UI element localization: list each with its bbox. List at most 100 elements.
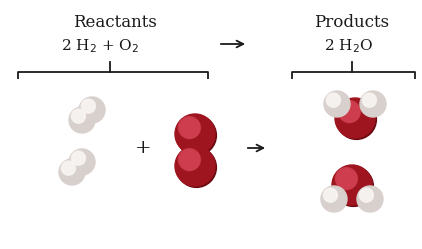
- Circle shape: [69, 149, 95, 175]
- Circle shape: [364, 192, 371, 200]
- Circle shape: [360, 189, 373, 202]
- Circle shape: [184, 123, 197, 135]
- Circle shape: [82, 99, 95, 113]
- Circle shape: [76, 114, 83, 121]
- Circle shape: [338, 101, 360, 123]
- Circle shape: [73, 152, 85, 164]
- Circle shape: [362, 93, 376, 107]
- Circle shape: [367, 97, 374, 105]
- Circle shape: [331, 97, 338, 105]
- Circle shape: [181, 152, 199, 169]
- Circle shape: [341, 173, 354, 187]
- Circle shape: [179, 149, 200, 170]
- Text: +: +: [135, 139, 151, 157]
- Circle shape: [331, 98, 338, 105]
- Circle shape: [62, 161, 75, 175]
- Circle shape: [181, 119, 199, 137]
- Circle shape: [186, 156, 196, 166]
- Circle shape: [184, 154, 197, 168]
- Circle shape: [345, 108, 357, 119]
- Circle shape: [184, 122, 197, 136]
- Circle shape: [176, 147, 216, 187]
- Circle shape: [84, 101, 94, 112]
- Circle shape: [360, 91, 386, 117]
- Circle shape: [74, 112, 84, 122]
- Circle shape: [181, 151, 199, 169]
- Circle shape: [75, 113, 84, 121]
- Circle shape: [83, 100, 95, 112]
- Circle shape: [183, 153, 198, 168]
- Circle shape: [82, 100, 95, 113]
- Circle shape: [327, 191, 335, 200]
- Circle shape: [362, 191, 371, 200]
- Circle shape: [73, 153, 84, 164]
- Circle shape: [74, 112, 84, 122]
- Circle shape: [76, 155, 83, 163]
- Circle shape: [327, 192, 335, 200]
- Circle shape: [180, 150, 200, 170]
- Circle shape: [325, 189, 337, 201]
- Circle shape: [66, 166, 73, 173]
- Circle shape: [85, 103, 93, 111]
- Circle shape: [85, 102, 94, 111]
- Circle shape: [73, 111, 85, 123]
- Circle shape: [72, 151, 85, 165]
- Circle shape: [338, 170, 356, 188]
- Circle shape: [323, 188, 338, 202]
- Circle shape: [362, 93, 376, 107]
- Circle shape: [335, 98, 375, 138]
- Circle shape: [72, 110, 85, 123]
- Circle shape: [359, 188, 373, 202]
- Circle shape: [327, 94, 340, 107]
- Circle shape: [330, 97, 338, 105]
- Circle shape: [64, 164, 74, 174]
- Circle shape: [327, 93, 340, 107]
- Circle shape: [363, 192, 371, 200]
- Circle shape: [343, 176, 353, 186]
- Circle shape: [61, 161, 76, 175]
- Circle shape: [326, 190, 336, 201]
- Text: 2 H$_2$ + O$_2$: 2 H$_2$ + O$_2$: [61, 37, 139, 55]
- Circle shape: [357, 186, 383, 212]
- Circle shape: [340, 172, 355, 187]
- Circle shape: [73, 111, 84, 122]
- Circle shape: [362, 190, 372, 201]
- Circle shape: [175, 146, 215, 186]
- Circle shape: [79, 97, 105, 123]
- Circle shape: [364, 95, 375, 106]
- Circle shape: [342, 175, 354, 186]
- Circle shape: [74, 153, 84, 164]
- Circle shape: [76, 156, 83, 162]
- Circle shape: [74, 154, 84, 164]
- Circle shape: [185, 124, 196, 135]
- Circle shape: [83, 101, 95, 112]
- Circle shape: [179, 149, 200, 171]
- Circle shape: [341, 174, 354, 186]
- Circle shape: [325, 190, 336, 201]
- Text: 2 H$_2$O: 2 H$_2$O: [324, 37, 373, 55]
- Circle shape: [344, 107, 357, 119]
- Circle shape: [339, 172, 355, 187]
- Circle shape: [72, 110, 85, 123]
- Circle shape: [365, 95, 375, 106]
- Circle shape: [361, 189, 373, 201]
- Circle shape: [59, 159, 85, 185]
- Circle shape: [344, 106, 357, 120]
- Circle shape: [364, 193, 371, 199]
- Circle shape: [366, 97, 374, 105]
- Circle shape: [324, 189, 337, 202]
- Circle shape: [321, 186, 347, 212]
- Text: Reactants: Reactants: [73, 14, 157, 31]
- Circle shape: [179, 117, 200, 139]
- Circle shape: [63, 162, 75, 174]
- Circle shape: [364, 94, 376, 106]
- Circle shape: [182, 121, 198, 136]
- Circle shape: [186, 124, 196, 134]
- Circle shape: [182, 153, 198, 169]
- Circle shape: [326, 93, 341, 107]
- Circle shape: [335, 168, 357, 189]
- Circle shape: [71, 151, 86, 165]
- Circle shape: [63, 163, 74, 174]
- Circle shape: [183, 121, 198, 136]
- Circle shape: [362, 191, 372, 201]
